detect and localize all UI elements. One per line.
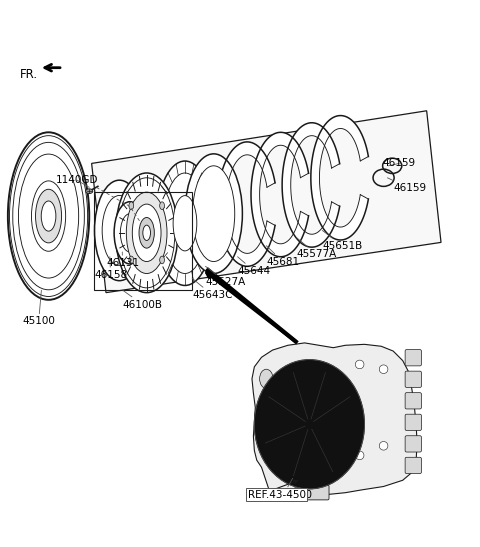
Polygon shape (251, 132, 309, 257)
Polygon shape (311, 115, 368, 240)
FancyBboxPatch shape (405, 436, 421, 452)
Text: 46159: 46159 (383, 159, 416, 168)
Ellipse shape (129, 256, 133, 264)
Ellipse shape (260, 369, 273, 388)
Ellipse shape (8, 132, 89, 300)
Ellipse shape (160, 202, 165, 210)
Ellipse shape (102, 195, 137, 265)
Ellipse shape (326, 370, 335, 379)
Text: 46131: 46131 (106, 252, 139, 268)
Ellipse shape (379, 441, 388, 450)
FancyBboxPatch shape (405, 393, 421, 409)
Ellipse shape (259, 410, 274, 439)
Text: 45644: 45644 (238, 257, 271, 276)
Polygon shape (92, 111, 441, 293)
Text: REF.43-450: REF.43-450 (248, 490, 306, 499)
Text: 45577A: 45577A (297, 237, 337, 259)
Ellipse shape (355, 360, 364, 369)
Ellipse shape (132, 204, 161, 261)
Ellipse shape (139, 218, 155, 248)
Ellipse shape (120, 214, 140, 252)
Ellipse shape (379, 365, 388, 374)
Ellipse shape (85, 189, 93, 194)
Ellipse shape (185, 154, 242, 274)
Text: FR.: FR. (20, 68, 38, 82)
Ellipse shape (143, 225, 151, 241)
FancyBboxPatch shape (405, 371, 421, 387)
Text: 46159: 46159 (387, 178, 426, 193)
Polygon shape (217, 142, 275, 266)
Ellipse shape (41, 201, 56, 231)
Text: 45100: 45100 (22, 290, 55, 327)
Ellipse shape (326, 451, 335, 459)
Ellipse shape (116, 173, 178, 293)
Text: REF.43-450: REF.43-450 (254, 478, 312, 499)
Polygon shape (252, 343, 417, 494)
Ellipse shape (163, 173, 206, 274)
Ellipse shape (10, 136, 88, 296)
FancyBboxPatch shape (405, 414, 421, 430)
FancyBboxPatch shape (405, 350, 421, 366)
Ellipse shape (36, 189, 61, 243)
Text: 45643C: 45643C (192, 278, 233, 300)
Ellipse shape (160, 256, 165, 264)
Ellipse shape (173, 196, 197, 251)
Ellipse shape (129, 202, 133, 210)
Ellipse shape (119, 178, 175, 288)
Ellipse shape (18, 154, 79, 278)
Ellipse shape (126, 192, 167, 274)
Ellipse shape (192, 166, 235, 261)
Ellipse shape (95, 180, 144, 281)
FancyBboxPatch shape (295, 485, 329, 500)
Ellipse shape (254, 359, 364, 489)
Text: 45681: 45681 (266, 246, 300, 266)
Polygon shape (282, 123, 340, 247)
FancyBboxPatch shape (405, 457, 421, 474)
Text: 1140GD: 1140GD (56, 175, 98, 188)
Text: 45651B: 45651B (323, 230, 362, 251)
Text: 46100B: 46100B (123, 290, 163, 310)
Ellipse shape (114, 202, 146, 264)
Text: 45527A: 45527A (205, 266, 246, 287)
Ellipse shape (355, 451, 364, 459)
Ellipse shape (13, 142, 84, 290)
Ellipse shape (156, 161, 214, 286)
Text: 46158: 46158 (94, 257, 127, 280)
Ellipse shape (32, 181, 66, 251)
